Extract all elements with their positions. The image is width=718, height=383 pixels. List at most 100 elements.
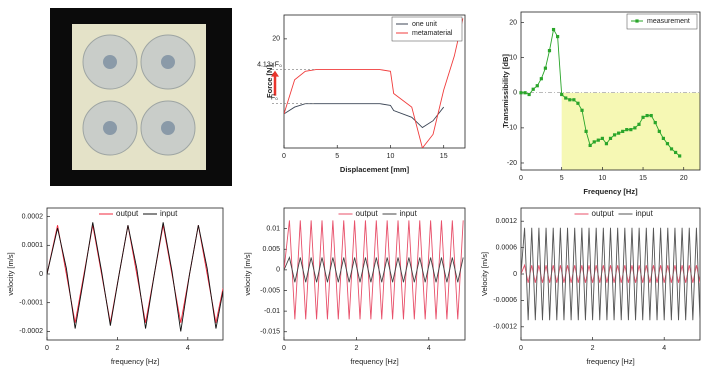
marker: [661, 136, 665, 140]
marker: [625, 128, 629, 132]
x-tick-label: 4: [186, 345, 190, 352]
chart: 0 5 10 15 20 20 10 0 -10 -20 Frequency [Hz] Transmi…: [501, 11, 701, 196]
y-tick-label: 0.01: [266, 225, 280, 232]
x-tick-label: 0: [519, 175, 523, 182]
marker: [580, 108, 584, 112]
marker: [641, 115, 645, 119]
x-tick-label: 2: [354, 345, 358, 352]
x-tick-label: 4: [662, 345, 666, 352]
y-tick-label: 0: [39, 271, 43, 278]
y-tick-label: 0.005: [262, 246, 280, 253]
marker: [543, 66, 548, 70]
series-line: [47, 225, 223, 323]
x-tick-label: 0: [519, 345, 523, 352]
x-tick-label: 5: [335, 153, 339, 160]
marker: [531, 87, 535, 91]
shaded-region: [561, 92, 700, 170]
x-tick-label: 5: [560, 175, 564, 182]
marker: [678, 154, 682, 158]
y-tick-label: -20: [507, 160, 517, 167]
annotation: F₀: [271, 95, 278, 102]
legend-label: input: [400, 209, 418, 218]
marker: [568, 98, 572, 102]
y-axis-label: Velocity [m/s]: [480, 252, 489, 296]
marker: [523, 91, 527, 95]
dome-center: [103, 121, 117, 135]
marker: [519, 91, 523, 95]
marker: [604, 142, 609, 146]
series-line: [284, 103, 445, 129]
x-tick-label: 10: [387, 153, 395, 160]
marker: [572, 98, 576, 102]
x-tick-label: 4: [427, 345, 431, 352]
dome-center: [161, 55, 175, 69]
legend-label: one unit: [412, 21, 437, 28]
marker: [673, 150, 678, 155]
marker: [612, 133, 617, 137]
marker: [576, 101, 580, 105]
x-tick-label: 0: [45, 345, 49, 352]
y-tick-label: 0.0006: [496, 244, 518, 251]
plot-frame: [283, 14, 466, 149]
series-line: [284, 18, 464, 148]
y-tick-label: -0.005: [260, 287, 280, 294]
legend-label: output: [592, 209, 615, 218]
chart: 0 2 4 0.0012 0.0006 0 -0.0006 -0.0012 frequency …: [480, 207, 701, 366]
plot-frame: [46, 207, 224, 341]
marker: [596, 138, 600, 142]
x-tick-label: 0: [282, 345, 286, 352]
marker: [560, 92, 564, 97]
y-tick-label: -0.0002: [19, 328, 43, 335]
y-axis-label: Transmissibility [dB]: [501, 54, 510, 128]
marker: [556, 34, 560, 39]
marker: [637, 122, 641, 126]
x-tick-label: 15: [639, 175, 647, 182]
y-tick-label: 0.0012: [496, 218, 518, 225]
y-tick-label: -0.0001: [19, 300, 43, 307]
legend-label: input: [636, 209, 654, 218]
series-line: [47, 222, 223, 332]
marker: [584, 129, 588, 133]
y-tick-label: 20: [272, 36, 280, 43]
plot-frame: [520, 11, 701, 171]
marker: [629, 128, 633, 132]
y-tick-label: 0: [276, 267, 280, 274]
y-tick-label: 0: [513, 271, 517, 278]
series-line: [521, 28, 680, 157]
legend-box: [391, 16, 463, 42]
chart: 0 5 10 15 20 Displacement [mm] Force [N] one un…: [257, 14, 466, 174]
marker: [669, 147, 674, 151]
marker: [588, 143, 592, 148]
x-tick-label: 15: [440, 153, 448, 160]
marker: [600, 136, 604, 140]
marker: [535, 84, 539, 88]
y-axis-label: velocity [m/s]: [6, 252, 15, 295]
series-line: [284, 256, 464, 283]
dome-center: [161, 121, 175, 135]
legend-box: [626, 13, 698, 30]
x-axis-label: frequency [Hz]: [111, 357, 159, 366]
marker: [657, 129, 661, 133]
y-tick-label: -0.01: [264, 308, 280, 315]
marker: [592, 140, 596, 144]
x-axis-label: frequency [Hz]: [586, 357, 634, 366]
y-tick-label: -0.0012: [493, 324, 517, 331]
y-tick-label: 0.0001: [22, 242, 44, 249]
chart: 0 2 4 0.0002 0.0001 0 -0.0001 -0.0002 frequency …: [6, 207, 224, 366]
y-tick-label: 0.0002: [22, 213, 44, 220]
x-tick-label: 10: [598, 175, 606, 182]
y-axis-label: velocity [m/s]: [243, 252, 252, 295]
marker: [551, 27, 556, 32]
marker: [547, 49, 552, 53]
x-tick-label: 2: [591, 345, 595, 352]
marker: [539, 77, 543, 81]
chart: 0 2 4 0.01 0.005 0 -0.005 -0.01 -0.015 frequency …: [243, 207, 466, 366]
x-tick-label: 0: [282, 153, 286, 160]
annotation-arrowhead: [271, 70, 279, 77]
legend-label: metamaterial: [412, 30, 453, 37]
legend-label: output: [356, 209, 379, 218]
marker: [621, 129, 625, 133]
y-tick-label: 10: [509, 54, 517, 61]
series-line: [521, 263, 700, 283]
